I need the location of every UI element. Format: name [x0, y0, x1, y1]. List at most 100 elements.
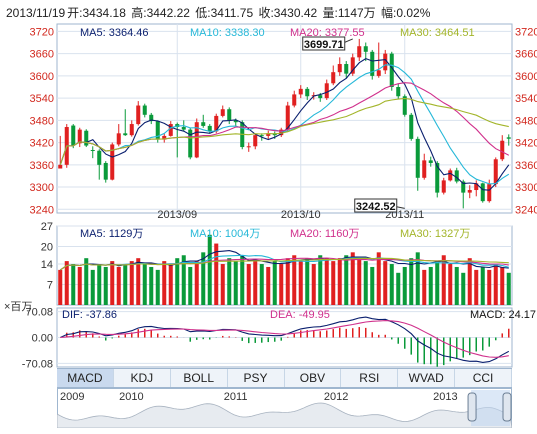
candle-body — [246, 146, 251, 148]
price-legend-ma20: MA20: 3377.55 — [290, 27, 365, 39]
volume-legend-ma20: MA20: 1160万 — [290, 228, 360, 240]
candle-body — [149, 114, 154, 122]
candle-body — [214, 115, 219, 132]
candle-body — [188, 129, 193, 158]
navigator-handle-left[interactable] — [467, 392, 477, 422]
candle-body — [493, 159, 498, 185]
candle-body — [142, 105, 147, 115]
volume-tick: 14 — [41, 259, 53, 271]
volume-bar — [149, 266, 154, 305]
volume-bar — [136, 258, 141, 305]
volume-bar — [474, 269, 479, 305]
volume-bar — [454, 266, 459, 305]
volume-bar — [344, 255, 349, 305]
candle-body — [383, 53, 388, 71]
navigator-year-label: 2010 — [119, 391, 143, 403]
price-tick-right: 3660 — [515, 49, 537, 61]
tab-wvad[interactable]: WVAD — [398, 369, 456, 387]
candle-body — [129, 124, 134, 136]
volume-bar — [246, 264, 251, 305]
navigator-year-label: 2012 — [324, 391, 348, 403]
candle-body — [155, 121, 160, 140]
tab-obv[interactable]: OBV — [285, 369, 342, 387]
annotation-box — [354, 198, 398, 213]
candle-body — [136, 105, 141, 125]
tab-macd[interactable]: MACD — [57, 369, 114, 387]
navigator-area — [57, 402, 512, 428]
volume-bar — [129, 261, 134, 305]
volume-ma5-line — [59, 250, 509, 271]
tab-cci[interactable]: CCI — [455, 369, 512, 387]
candle-body — [441, 180, 446, 193]
volume-bar — [448, 264, 453, 305]
volume-bar — [389, 264, 394, 305]
quote-high: 高:3442.22 — [131, 6, 190, 20]
volume-bar — [370, 266, 375, 305]
candle-body — [324, 83, 329, 99]
volume-bar — [376, 252, 381, 305]
price-tick-right: 3480 — [515, 115, 537, 127]
quote-header: 2013/11/19 开:3434.18 高:3442.22 低:3411.75 … — [6, 4, 432, 21]
volume-bar — [480, 266, 485, 305]
volume-bar — [181, 255, 186, 305]
candle-body — [448, 170, 453, 181]
candle-body — [110, 144, 115, 180]
price-tick-right: 3360 — [515, 160, 537, 172]
candle-body — [71, 125, 76, 146]
quote-open: 开:3434.18 — [67, 6, 126, 20]
volume-bar — [207, 234, 212, 305]
volume-bar — [194, 261, 199, 305]
macd-tick: -70.08 — [22, 358, 53, 370]
ma30-line — [59, 97, 509, 165]
volume-bar — [97, 264, 102, 305]
volume-bar — [162, 261, 167, 305]
quote-close: 收:3430.42 — [258, 6, 318, 20]
volume-bar — [227, 258, 232, 305]
candle-body — [422, 160, 427, 178]
candle-body — [233, 120, 238, 123]
candle-body — [454, 170, 459, 182]
candle-body — [409, 114, 414, 139]
candle-body — [396, 87, 401, 97]
candle-body — [181, 127, 186, 130]
navigator-handle-right[interactable] — [502, 392, 512, 422]
volume-bar — [409, 258, 414, 305]
candle-body — [279, 129, 284, 136]
tab-rsi[interactable]: RSI — [341, 369, 399, 387]
volume-bar — [422, 269, 427, 305]
volume-bar — [175, 258, 180, 305]
tab-psy[interactable]: PSY — [228, 369, 285, 387]
candle-body — [402, 96, 407, 115]
volume-bar — [357, 258, 362, 305]
price-tick-left: 3720 — [30, 26, 54, 38]
price-tick-left: 3660 — [30, 49, 54, 61]
price-tick-right: 3300 — [515, 182, 537, 194]
volume-bar — [415, 252, 420, 305]
tab-kdj[interactable]: KDJ — [114, 369, 171, 387]
macd-legend-dea: DEA: -49.95 — [270, 309, 330, 321]
volume-bar — [324, 258, 329, 305]
candle-body — [389, 53, 394, 87]
volume-bar — [201, 252, 206, 305]
volume-bar — [266, 266, 271, 305]
tab-boll[interactable]: BOLL — [171, 369, 228, 387]
price-tick-left: 3600 — [30, 71, 54, 83]
candle-body — [357, 46, 362, 58]
volume-bar — [259, 264, 264, 305]
history-navigator[interactable]: 2009 2010 2011 2012 2013 — [57, 388, 512, 428]
candle-body — [428, 160, 433, 163]
price-tick-right: 3720 — [515, 26, 537, 38]
candle-body — [116, 133, 121, 145]
price-tick-right: 3240 — [515, 204, 537, 216]
candle-body — [175, 124, 180, 128]
volume-bar — [441, 255, 446, 305]
candle-body — [253, 135, 258, 147]
candle-body — [90, 150, 95, 151]
volume-bar — [487, 269, 492, 305]
price-tick-left: 3240 — [30, 204, 54, 216]
macd-legend-dif: DIF: -37.86 — [62, 309, 117, 321]
volume-bar — [292, 255, 297, 305]
candle-body — [162, 135, 167, 140]
candle-body — [227, 109, 232, 121]
